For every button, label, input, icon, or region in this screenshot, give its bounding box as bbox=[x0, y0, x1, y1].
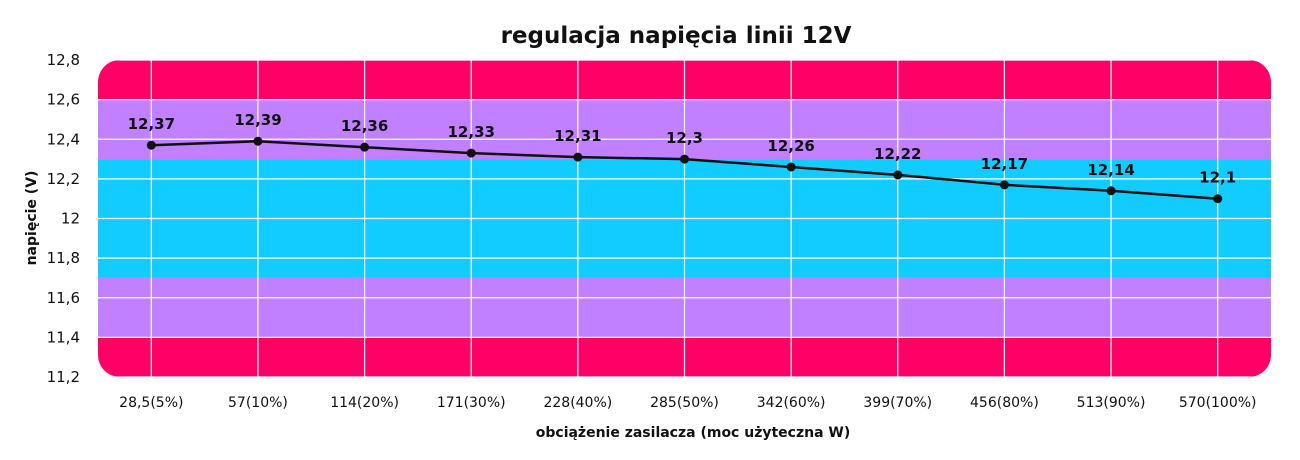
data-label: 12,1 bbox=[1199, 169, 1236, 187]
data-point bbox=[466, 148, 476, 158]
data-point bbox=[999, 180, 1009, 190]
data-labels: 12,37 12,39 12,36 12,33 12,31 12,3 12,26 12,22 1… bbox=[128, 111, 1237, 186]
x-axis-title: obciążenie zasilacza (moc użyteczna W) bbox=[536, 425, 851, 441]
data-label: 12,3 bbox=[666, 129, 703, 147]
data-label: 12,26 bbox=[767, 137, 814, 155]
data-point bbox=[893, 170, 903, 180]
grid-lines bbox=[98, 60, 1271, 377]
data-label: 12,17 bbox=[981, 155, 1028, 173]
data-label: 12,39 bbox=[234, 111, 281, 129]
data-point bbox=[253, 136, 263, 146]
y-tick-label: 12,6 bbox=[47, 91, 80, 109]
data-point bbox=[573, 152, 583, 162]
data-point bbox=[786, 162, 796, 172]
y-tick-label: 12 bbox=[61, 210, 80, 228]
data-label: 12,37 bbox=[128, 115, 175, 133]
y-tick-label: 11,8 bbox=[47, 249, 80, 267]
x-tick-label: 456(80%) bbox=[970, 395, 1039, 411]
y-tick-label: 12,8 bbox=[47, 51, 80, 69]
x-tick-label: 228(40%) bbox=[543, 395, 612, 411]
y-tick-label: 11,2 bbox=[47, 368, 80, 386]
x-tick-label: 114(20%) bbox=[330, 395, 399, 411]
x-tick-label: 285(50%) bbox=[650, 395, 719, 411]
y-tick-label: 12,4 bbox=[47, 130, 80, 148]
y-tick-label: 12,2 bbox=[47, 170, 80, 188]
data-label: 12,14 bbox=[1087, 161, 1134, 179]
x-tick-label: 342(60%) bbox=[757, 395, 826, 411]
x-tick-label: 513(90%) bbox=[1077, 395, 1146, 411]
x-tick-label: 570(100%) bbox=[1179, 395, 1257, 411]
x-tick-label: 399(70%) bbox=[863, 395, 932, 411]
y-axis-title: napięcie (V) bbox=[24, 171, 40, 266]
data-point bbox=[680, 154, 689, 164]
y-axis-ticks: 11,2 11,4 11,6 11,8 12 12,2 12,4 12,6 12,8 bbox=[47, 51, 80, 386]
data-label: 12,31 bbox=[554, 127, 601, 145]
data-label: 12,33 bbox=[448, 123, 495, 141]
x-tick-label: 28,5(5%) bbox=[119, 395, 183, 411]
data-point bbox=[1106, 186, 1116, 196]
x-tick-label: 171(30%) bbox=[437, 395, 506, 411]
data-label: 12,36 bbox=[341, 117, 388, 135]
data-point bbox=[1213, 194, 1223, 204]
series-group bbox=[146, 136, 1223, 204]
data-label: 12,22 bbox=[874, 145, 921, 163]
chart-title: regulacja napięcia linii 12V bbox=[501, 23, 852, 49]
data-point bbox=[360, 142, 370, 152]
y-tick-label: 11,4 bbox=[47, 328, 80, 346]
data-point bbox=[146, 140, 156, 150]
x-axis-ticks: 28,5(5%) 57(10%) 114(20%) 171(30%) 228(40%) 2… bbox=[119, 395, 1256, 411]
y-tick-label: 11,6 bbox=[47, 289, 80, 307]
x-tick-label: 57(10%) bbox=[228, 395, 288, 411]
